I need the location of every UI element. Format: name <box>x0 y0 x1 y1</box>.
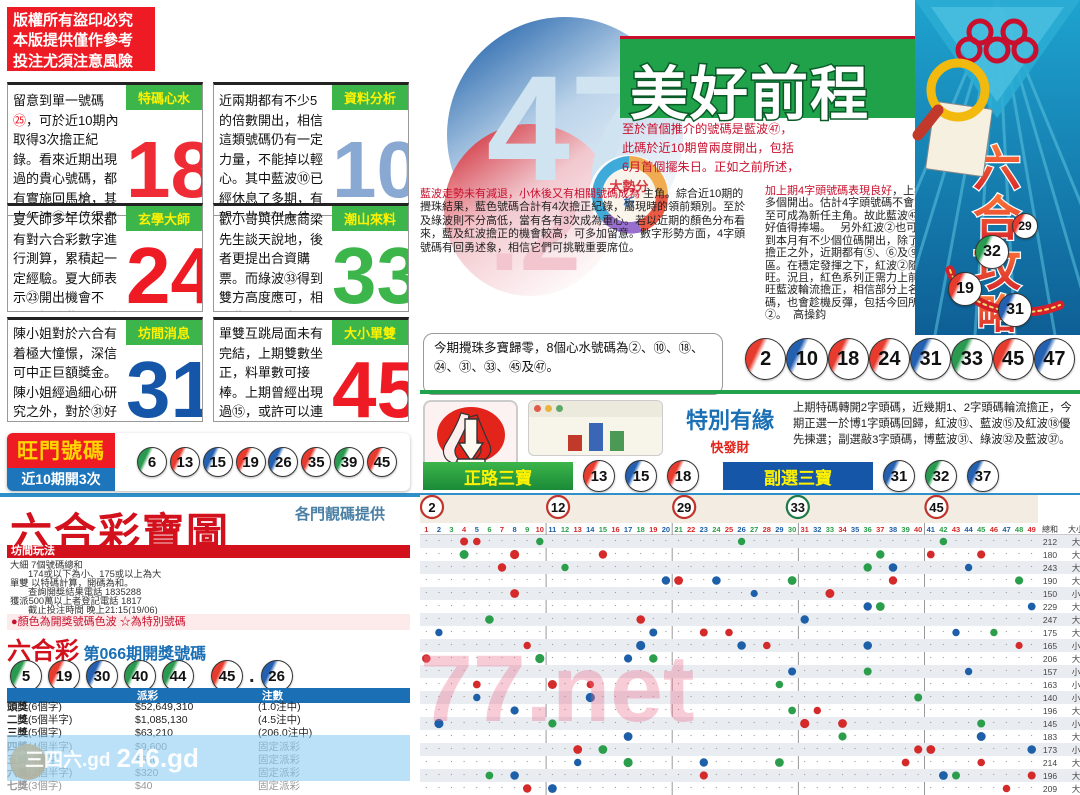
svg-text:小: 小 <box>1072 719 1080 729</box>
svg-text:13: 13 <box>574 525 582 534</box>
svg-text:25: 25 <box>725 525 733 534</box>
svg-text:140: 140 <box>1043 693 1057 703</box>
svg-text:175: 175 <box>1043 628 1057 638</box>
svg-text:31: 31 <box>801 525 809 534</box>
svg-text:16: 16 <box>611 525 619 534</box>
svg-text:229: 229 <box>1043 602 1057 612</box>
svg-text:183: 183 <box>1043 732 1057 742</box>
svg-text:196: 196 <box>1043 771 1057 781</box>
svg-text:3: 3 <box>449 525 453 534</box>
svg-text:33: 33 <box>791 500 805 515</box>
svg-text:大: 大 <box>1072 602 1080 612</box>
svg-text:大: 大 <box>1072 615 1080 625</box>
svg-text:43: 43 <box>952 525 960 534</box>
svg-text:大: 大 <box>1072 706 1080 716</box>
svg-text:2: 2 <box>428 500 435 515</box>
svg-text:37: 37 <box>876 525 884 534</box>
svg-text:大: 大 <box>1072 576 1080 586</box>
svg-text:42: 42 <box>939 525 947 534</box>
svg-text:17: 17 <box>624 525 632 534</box>
svg-text:1: 1 <box>424 525 428 534</box>
svg-text:21: 21 <box>674 525 682 534</box>
svg-text:7: 7 <box>500 525 504 534</box>
svg-text:大: 大 <box>1072 563 1080 573</box>
svg-text:大: 大 <box>1072 771 1080 781</box>
svg-text:19: 19 <box>649 525 657 534</box>
svg-text:46: 46 <box>990 525 998 534</box>
svg-text:9: 9 <box>525 525 529 534</box>
svg-text:15: 15 <box>599 525 607 534</box>
svg-text:18: 18 <box>637 525 645 534</box>
svg-text:145: 145 <box>1043 719 1057 729</box>
svg-text:2: 2 <box>437 525 441 534</box>
svg-text:209: 209 <box>1043 784 1057 794</box>
svg-text:32: 32 <box>813 525 821 534</box>
svg-text:38: 38 <box>889 525 897 534</box>
svg-text:40: 40 <box>914 525 922 534</box>
svg-text:11: 11 <box>548 525 556 534</box>
svg-text:190: 190 <box>1043 576 1057 586</box>
svg-text:247: 247 <box>1043 615 1057 625</box>
svg-text:47: 47 <box>1002 525 1010 534</box>
svg-text:34: 34 <box>838 525 847 534</box>
svg-text:163: 163 <box>1043 680 1057 690</box>
svg-text:大: 大 <box>1072 784 1080 794</box>
svg-text:10: 10 <box>536 525 544 534</box>
svg-text:24: 24 <box>712 525 721 534</box>
svg-text:14: 14 <box>586 525 595 534</box>
svg-text:26: 26 <box>737 525 745 534</box>
svg-text:5: 5 <box>475 525 479 534</box>
svg-text:212: 212 <box>1043 537 1057 547</box>
svg-text:小: 小 <box>1072 745 1080 755</box>
svg-text:小: 小 <box>1072 641 1080 651</box>
svg-text:總和: 總和 <box>1042 524 1058 534</box>
svg-text:大: 大 <box>1072 628 1080 638</box>
svg-text:48: 48 <box>1015 525 1023 534</box>
svg-text:大小: 大小 <box>1068 524 1080 534</box>
svg-text:8: 8 <box>513 525 517 534</box>
svg-text:6: 6 <box>487 525 491 534</box>
svg-text:41: 41 <box>927 525 935 534</box>
svg-text:小: 小 <box>1072 589 1080 599</box>
svg-text:23: 23 <box>700 525 708 534</box>
svg-text:大: 大 <box>1072 732 1080 742</box>
svg-text:大: 大 <box>1072 758 1080 768</box>
svg-text:大: 大 <box>1072 550 1080 560</box>
svg-text:20: 20 <box>662 525 670 534</box>
svg-text:22: 22 <box>687 525 695 534</box>
svg-text:157: 157 <box>1043 667 1057 677</box>
svg-text:243: 243 <box>1043 563 1057 573</box>
svg-text:150: 150 <box>1043 589 1057 599</box>
svg-text:39: 39 <box>901 525 909 534</box>
svg-text:33: 33 <box>826 525 834 534</box>
svg-text:45: 45 <box>977 525 985 534</box>
svg-text:36: 36 <box>864 525 872 534</box>
svg-text:180: 180 <box>1043 550 1057 560</box>
svg-text:196: 196 <box>1043 706 1057 716</box>
svg-text:49: 49 <box>1028 525 1036 534</box>
svg-text:30: 30 <box>788 525 796 534</box>
svg-text:27: 27 <box>750 525 758 534</box>
svg-text:大: 大 <box>1072 654 1080 664</box>
svg-text:小: 小 <box>1072 680 1080 690</box>
svg-text:45: 45 <box>929 500 943 515</box>
svg-text:214: 214 <box>1043 758 1057 768</box>
svg-text:44: 44 <box>964 525 973 534</box>
svg-text:173: 173 <box>1043 745 1057 755</box>
svg-text:29: 29 <box>775 525 783 534</box>
svg-text:大: 大 <box>1072 537 1080 547</box>
svg-text:小: 小 <box>1072 693 1080 703</box>
svg-text:28: 28 <box>763 525 771 534</box>
svg-text:12: 12 <box>561 525 569 534</box>
svg-text:12: 12 <box>551 500 565 515</box>
svg-text:小: 小 <box>1072 667 1080 677</box>
svg-text:206: 206 <box>1043 654 1057 664</box>
svg-text:35: 35 <box>851 525 859 534</box>
svg-text:165: 165 <box>1043 641 1057 651</box>
svg-text:29: 29 <box>677 500 691 515</box>
